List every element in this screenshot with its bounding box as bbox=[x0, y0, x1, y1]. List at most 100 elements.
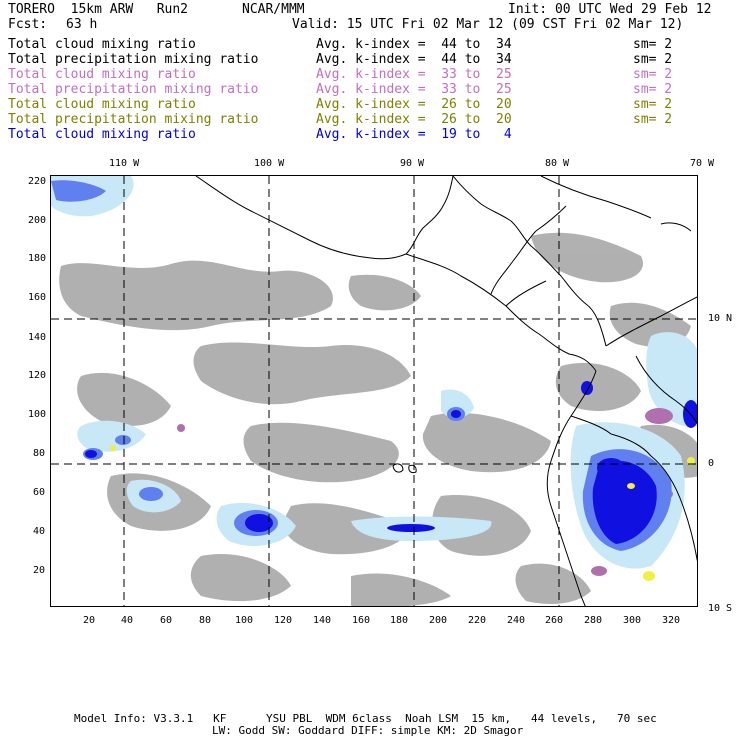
init-time: Init: 00 UTC Wed 29 Feb 12 bbox=[508, 2, 712, 17]
cloud-patch bbox=[555, 362, 641, 411]
x-index-label: 140 bbox=[313, 615, 332, 626]
precip-patch bbox=[387, 524, 435, 532]
lon-tick-label: 110 W bbox=[109, 158, 140, 169]
border-line bbox=[505, 280, 547, 307]
legend-sm: sm= 2 bbox=[633, 52, 673, 67]
map-panel bbox=[50, 175, 698, 607]
precip-patch bbox=[51, 180, 106, 202]
y-index-label: 60 bbox=[33, 487, 46, 498]
coastline-venezuela bbox=[605, 296, 697, 347]
lon-tick-label: 100 W bbox=[254, 158, 285, 169]
precip-patch bbox=[245, 514, 273, 532]
coastline-south-america bbox=[546, 370, 597, 606]
legend-row: Total precipitation mixing ratio Avg. k-… bbox=[8, 112, 672, 172]
legend-name: Total cloud mixing ratio bbox=[8, 97, 196, 112]
model-title: TORERO 15km ARW Run2 bbox=[8, 2, 189, 17]
border-line bbox=[490, 205, 567, 295]
legend-avg: Avg. k-index = 19 to 4 bbox=[316, 127, 512, 142]
x-index-label: 60 bbox=[160, 615, 173, 626]
x-index-label: 40 bbox=[121, 615, 134, 626]
fcst-value: 63 h bbox=[66, 17, 98, 32]
legend-name: Total cloud mixing ratio bbox=[8, 67, 196, 82]
legend-name: Total cloud mixing ratio bbox=[8, 127, 196, 142]
physics-info: LW: Godd SW: Goddard DIFF: simple KM: 2D… bbox=[212, 724, 524, 737]
valid-time: Valid: 15 UTC Fri 02 Mar 12 (09 CST Fri … bbox=[292, 17, 684, 32]
x-index-label: 180 bbox=[390, 615, 409, 626]
x-index-label: 160 bbox=[352, 615, 371, 626]
legend-name: Total cloud mixing ratio bbox=[8, 37, 196, 52]
y-index-label: 160 bbox=[28, 292, 47, 303]
map-canvas bbox=[51, 176, 697, 606]
y-index-label: 140 bbox=[28, 332, 47, 343]
precip-patch bbox=[592, 460, 657, 544]
island-hispaniola bbox=[660, 222, 692, 232]
lat-lon-grid bbox=[51, 176, 697, 606]
lon-tick-label: 70 W bbox=[690, 158, 715, 169]
cloud-patch bbox=[531, 232, 643, 283]
legend-name: Total precipitation mixing ratio bbox=[8, 52, 259, 67]
cloud-patch bbox=[193, 342, 411, 405]
legend-row: Total precipitation mixing ratio Avg. k-… bbox=[8, 52, 672, 112]
coastlines bbox=[195, 176, 697, 606]
lon-tick-label: 90 W bbox=[400, 158, 425, 169]
legend-avg: Avg. k-index = 26 to 20 bbox=[316, 112, 512, 127]
cloud-patch bbox=[515, 563, 591, 604]
lat-tick-label: 10 S bbox=[708, 603, 733, 614]
legend-sm: sm= 2 bbox=[633, 37, 673, 52]
island-galapagos bbox=[392, 463, 404, 473]
legend-row: Total cloud mixing ratio Avg. k-index = … bbox=[8, 97, 672, 157]
yellow-patch bbox=[110, 445, 116, 451]
legend-name: Total precipitation mixing ratio bbox=[8, 112, 259, 127]
cloud-patch bbox=[190, 554, 291, 602]
cloud-patch bbox=[282, 503, 411, 555]
lon-tick-label: 80 W bbox=[545, 158, 570, 169]
precip-patch bbox=[451, 410, 461, 418]
precip-patch bbox=[85, 450, 97, 458]
precip-patch bbox=[77, 420, 146, 452]
y-index-label: 100 bbox=[28, 409, 47, 420]
legend-sm: sm= 2 bbox=[633, 67, 673, 82]
x-index-label: 80 bbox=[199, 615, 212, 626]
x-index-label: 320 bbox=[662, 615, 681, 626]
x-index-label: 120 bbox=[274, 615, 293, 626]
cloud-patch bbox=[422, 412, 551, 473]
yellow-patch bbox=[687, 457, 695, 465]
legend-row: Total precipitation mixing ratio Avg. k-… bbox=[8, 82, 672, 142]
y-index-label: 180 bbox=[28, 253, 47, 264]
x-index-label: 20 bbox=[83, 615, 96, 626]
x-index-label: 240 bbox=[507, 615, 526, 626]
x-index-label: 220 bbox=[468, 615, 487, 626]
precip-patch bbox=[646, 332, 697, 427]
yellow-fields bbox=[110, 445, 695, 581]
y-index-label: 120 bbox=[28, 370, 47, 381]
lat-tick-label: 10 N bbox=[708, 313, 733, 324]
border-line bbox=[610, 433, 697, 562]
yellow-patch bbox=[627, 483, 635, 489]
x-index-label: 200 bbox=[429, 615, 448, 626]
legend-avg: Avg. k-index = 33 to 25 bbox=[316, 82, 512, 97]
legend-sm: sm= 2 bbox=[633, 97, 673, 112]
x-index-label: 100 bbox=[235, 615, 254, 626]
legend-row: Total cloud mixing ratio Avg. k-index = … bbox=[8, 37, 672, 97]
legend-sm: sm= 2 bbox=[633, 112, 673, 127]
y-index-label: 200 bbox=[28, 215, 47, 226]
legend-sm: sm= 2 bbox=[633, 82, 673, 97]
yellow-patch bbox=[643, 571, 655, 581]
precip-patch bbox=[139, 487, 163, 501]
cloud-patch bbox=[243, 422, 399, 483]
precip-patch bbox=[115, 435, 131, 445]
y-index-label: 40 bbox=[33, 526, 46, 537]
cloud-patch bbox=[348, 274, 421, 311]
violet-patch bbox=[645, 408, 673, 424]
legend-avg: Avg. k-index = 44 to 34 bbox=[316, 37, 512, 52]
model-info: Model Info: V3.3.1 KF YSU PBL WDM 6class… bbox=[74, 712, 657, 725]
x-index-label: 280 bbox=[584, 615, 603, 626]
org-label: NCAR/MMM bbox=[242, 2, 305, 17]
island-cuba bbox=[540, 176, 652, 219]
y-index-label: 220 bbox=[28, 176, 47, 187]
x-index-label: 260 bbox=[545, 615, 564, 626]
lat-tick-label: 0 bbox=[708, 458, 715, 469]
violet-patch bbox=[177, 424, 185, 432]
x-index-label: 300 bbox=[623, 615, 642, 626]
island-galapagos bbox=[408, 464, 417, 474]
